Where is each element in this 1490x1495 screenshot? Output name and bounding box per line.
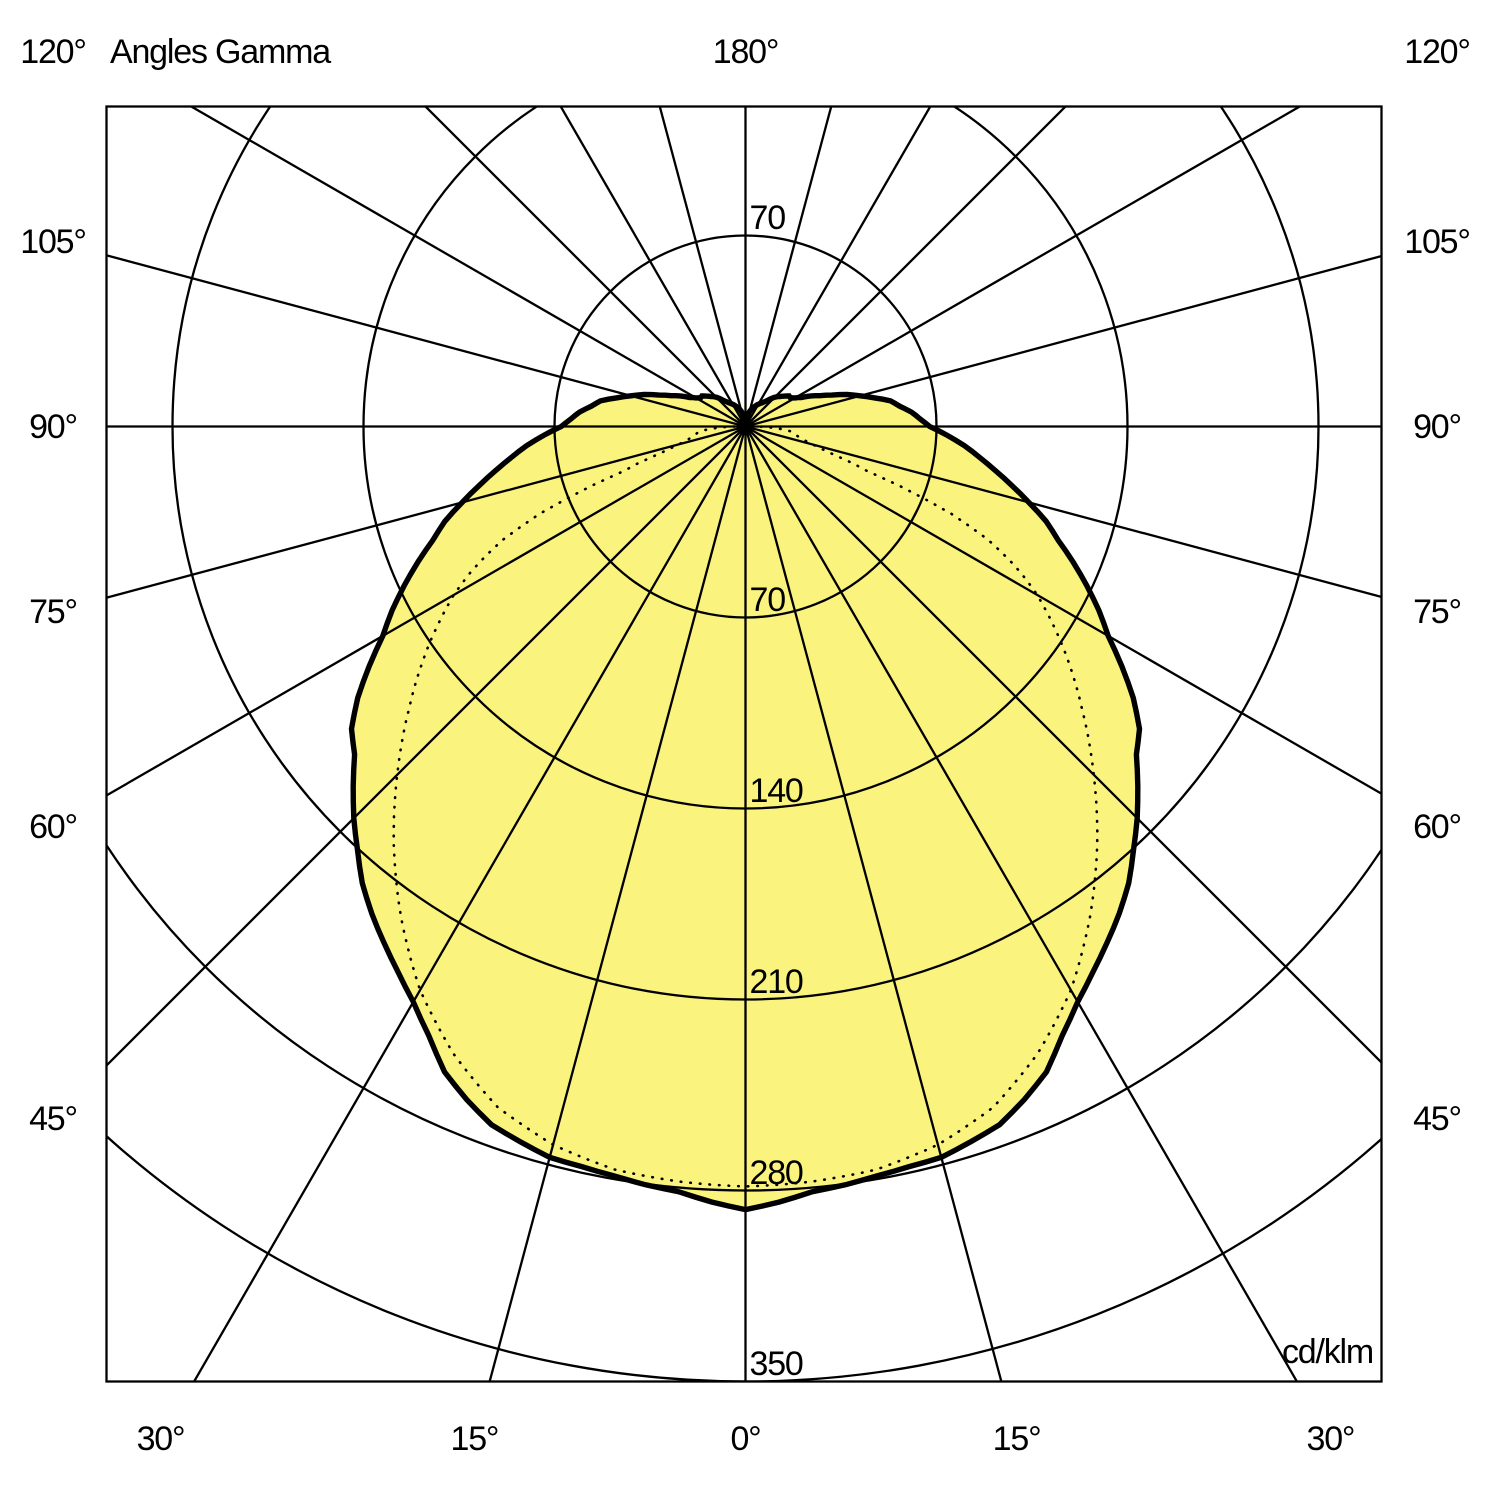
svg-text:70: 70 — [750, 581, 786, 619]
svg-text:105°: 105° — [20, 223, 86, 261]
svg-text:90°: 90° — [29, 408, 77, 446]
svg-text:120°: 120° — [20, 33, 86, 71]
svg-text:Angles Gamma: Angles Gamma — [110, 33, 331, 71]
svg-text:210: 210 — [750, 963, 803, 1001]
svg-text:120°: 120° — [1404, 33, 1470, 71]
svg-text:75°: 75° — [29, 593, 77, 631]
svg-text:15°: 15° — [450, 1420, 498, 1458]
svg-text:45°: 45° — [29, 1100, 77, 1138]
svg-text:350: 350 — [750, 1345, 803, 1383]
svg-text:105°: 105° — [1404, 223, 1470, 261]
svg-text:140: 140 — [750, 772, 803, 810]
svg-text:70: 70 — [750, 199, 786, 237]
svg-text:75°: 75° — [1413, 593, 1461, 631]
svg-text:180°: 180° — [713, 33, 779, 71]
svg-text:280: 280 — [750, 1154, 803, 1192]
svg-text:30°: 30° — [1306, 1420, 1354, 1458]
svg-text:90°: 90° — [1413, 408, 1461, 446]
svg-text:60°: 60° — [29, 808, 77, 846]
svg-text:15°: 15° — [993, 1420, 1041, 1458]
svg-text:0°: 0° — [730, 1420, 760, 1458]
svg-text:cd/klm: cd/klm — [1282, 1333, 1373, 1371]
svg-text:30°: 30° — [137, 1420, 185, 1458]
svg-text:60°: 60° — [1413, 808, 1461, 846]
svg-text:45°: 45° — [1413, 1100, 1461, 1138]
